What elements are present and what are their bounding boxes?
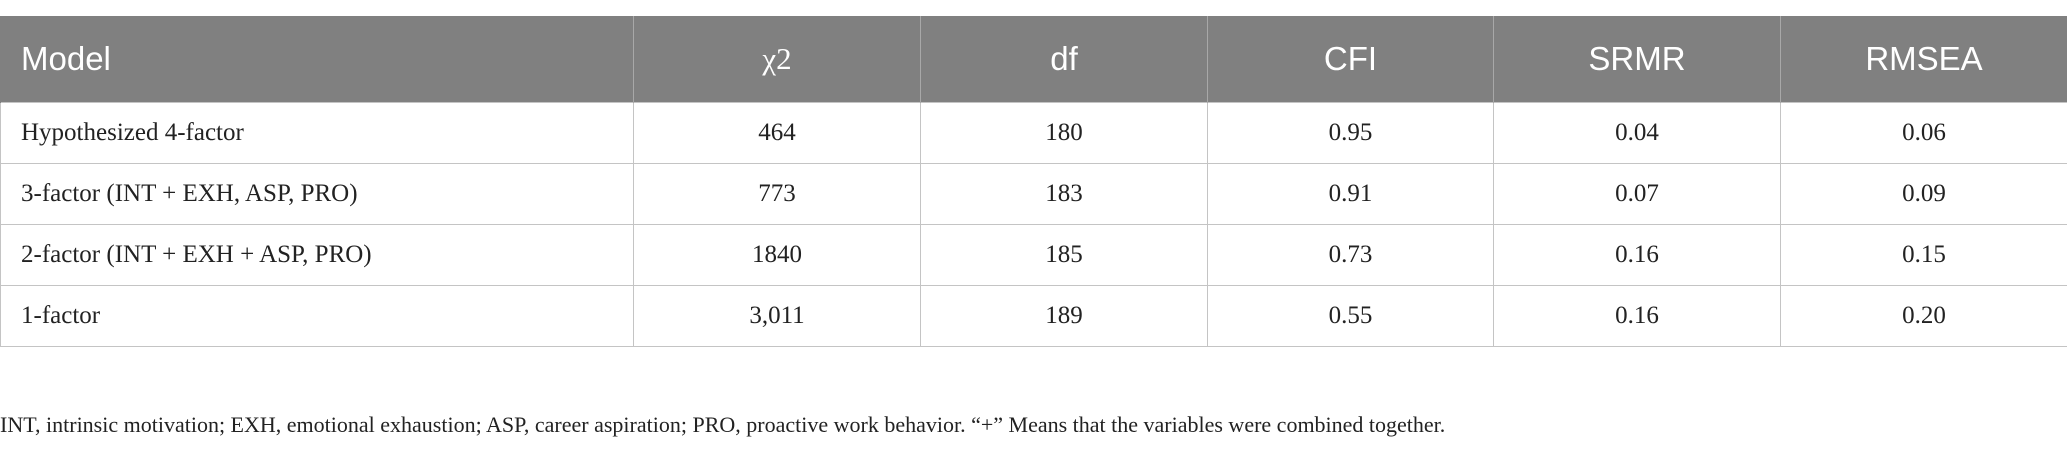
cell-srmr: 0.04 — [1493, 102, 1781, 164]
header-rmsea: RMSEA — [1780, 16, 2067, 103]
header-row: Model χ2 df CFI SRMR RMSEA — [0, 16, 2067, 103]
cell-srmr: 0.16 — [1493, 224, 1781, 286]
cell-df: 185 — [920, 224, 1208, 286]
model-fit-table: Model χ2 df CFI SRMR RMSEA Hypothesized … — [0, 16, 2067, 347]
cell-model: 3-factor (INT + EXH, ASP, PRO) — [0, 163, 634, 225]
cell-chi-square: 1840 — [633, 224, 921, 286]
table-row: 3-factor (INT + EXH, ASP, PRO) 773 183 0… — [0, 163, 2067, 225]
cell-rmsea: 0.09 — [1780, 163, 2067, 225]
table-row: 2-factor (INT + EXH + ASP, PRO) 1840 185… — [0, 224, 2067, 286]
cell-df: 189 — [920, 285, 1208, 347]
cell-chi-square: 773 — [633, 163, 921, 225]
cell-model: Hypothesized 4-factor — [0, 102, 634, 164]
table-row: 1-factor 3,011 189 0.55 0.16 0.20 — [0, 285, 2067, 347]
cell-rmsea: 0.20 — [1780, 285, 2067, 347]
cell-rmsea: 0.15 — [1780, 224, 2067, 286]
cell-model: 2-factor (INT + EXH + ASP, PRO) — [0, 224, 634, 286]
header-cfi: CFI — [1207, 16, 1494, 103]
cell-df: 183 — [920, 163, 1208, 225]
cell-model: 1-factor — [0, 285, 634, 347]
cell-cfi: 0.95 — [1207, 102, 1494, 164]
cell-cfi: 0.55 — [1207, 285, 1494, 347]
header-df: df — [920, 16, 1208, 103]
cell-chi-square: 464 — [633, 102, 921, 164]
cell-srmr: 0.16 — [1493, 285, 1781, 347]
header-srmr: SRMR — [1493, 16, 1781, 103]
cell-cfi: 0.73 — [1207, 224, 1494, 286]
table-header: Model χ2 df CFI SRMR RMSEA — [0, 16, 2067, 103]
cell-srmr: 0.07 — [1493, 163, 1781, 225]
cell-chi-square: 3,011 — [633, 285, 921, 347]
header-chi-square: χ2 — [633, 16, 921, 103]
cell-df: 180 — [920, 102, 1208, 164]
cell-rmsea: 0.06 — [1780, 102, 2067, 164]
header-model: Model — [0, 16, 634, 103]
model-fit-table-container: Model χ2 df CFI SRMR RMSEA Hypothesized … — [0, 16, 2067, 347]
table-footnote: INT, intrinsic motivation; EXH, emotiona… — [0, 412, 1446, 437]
table-body: Hypothesized 4-factor 464 180 0.95 0.04 … — [0, 102, 2067, 347]
table-row: Hypothesized 4-factor 464 180 0.95 0.04 … — [0, 102, 2067, 164]
cell-cfi: 0.91 — [1207, 163, 1494, 225]
